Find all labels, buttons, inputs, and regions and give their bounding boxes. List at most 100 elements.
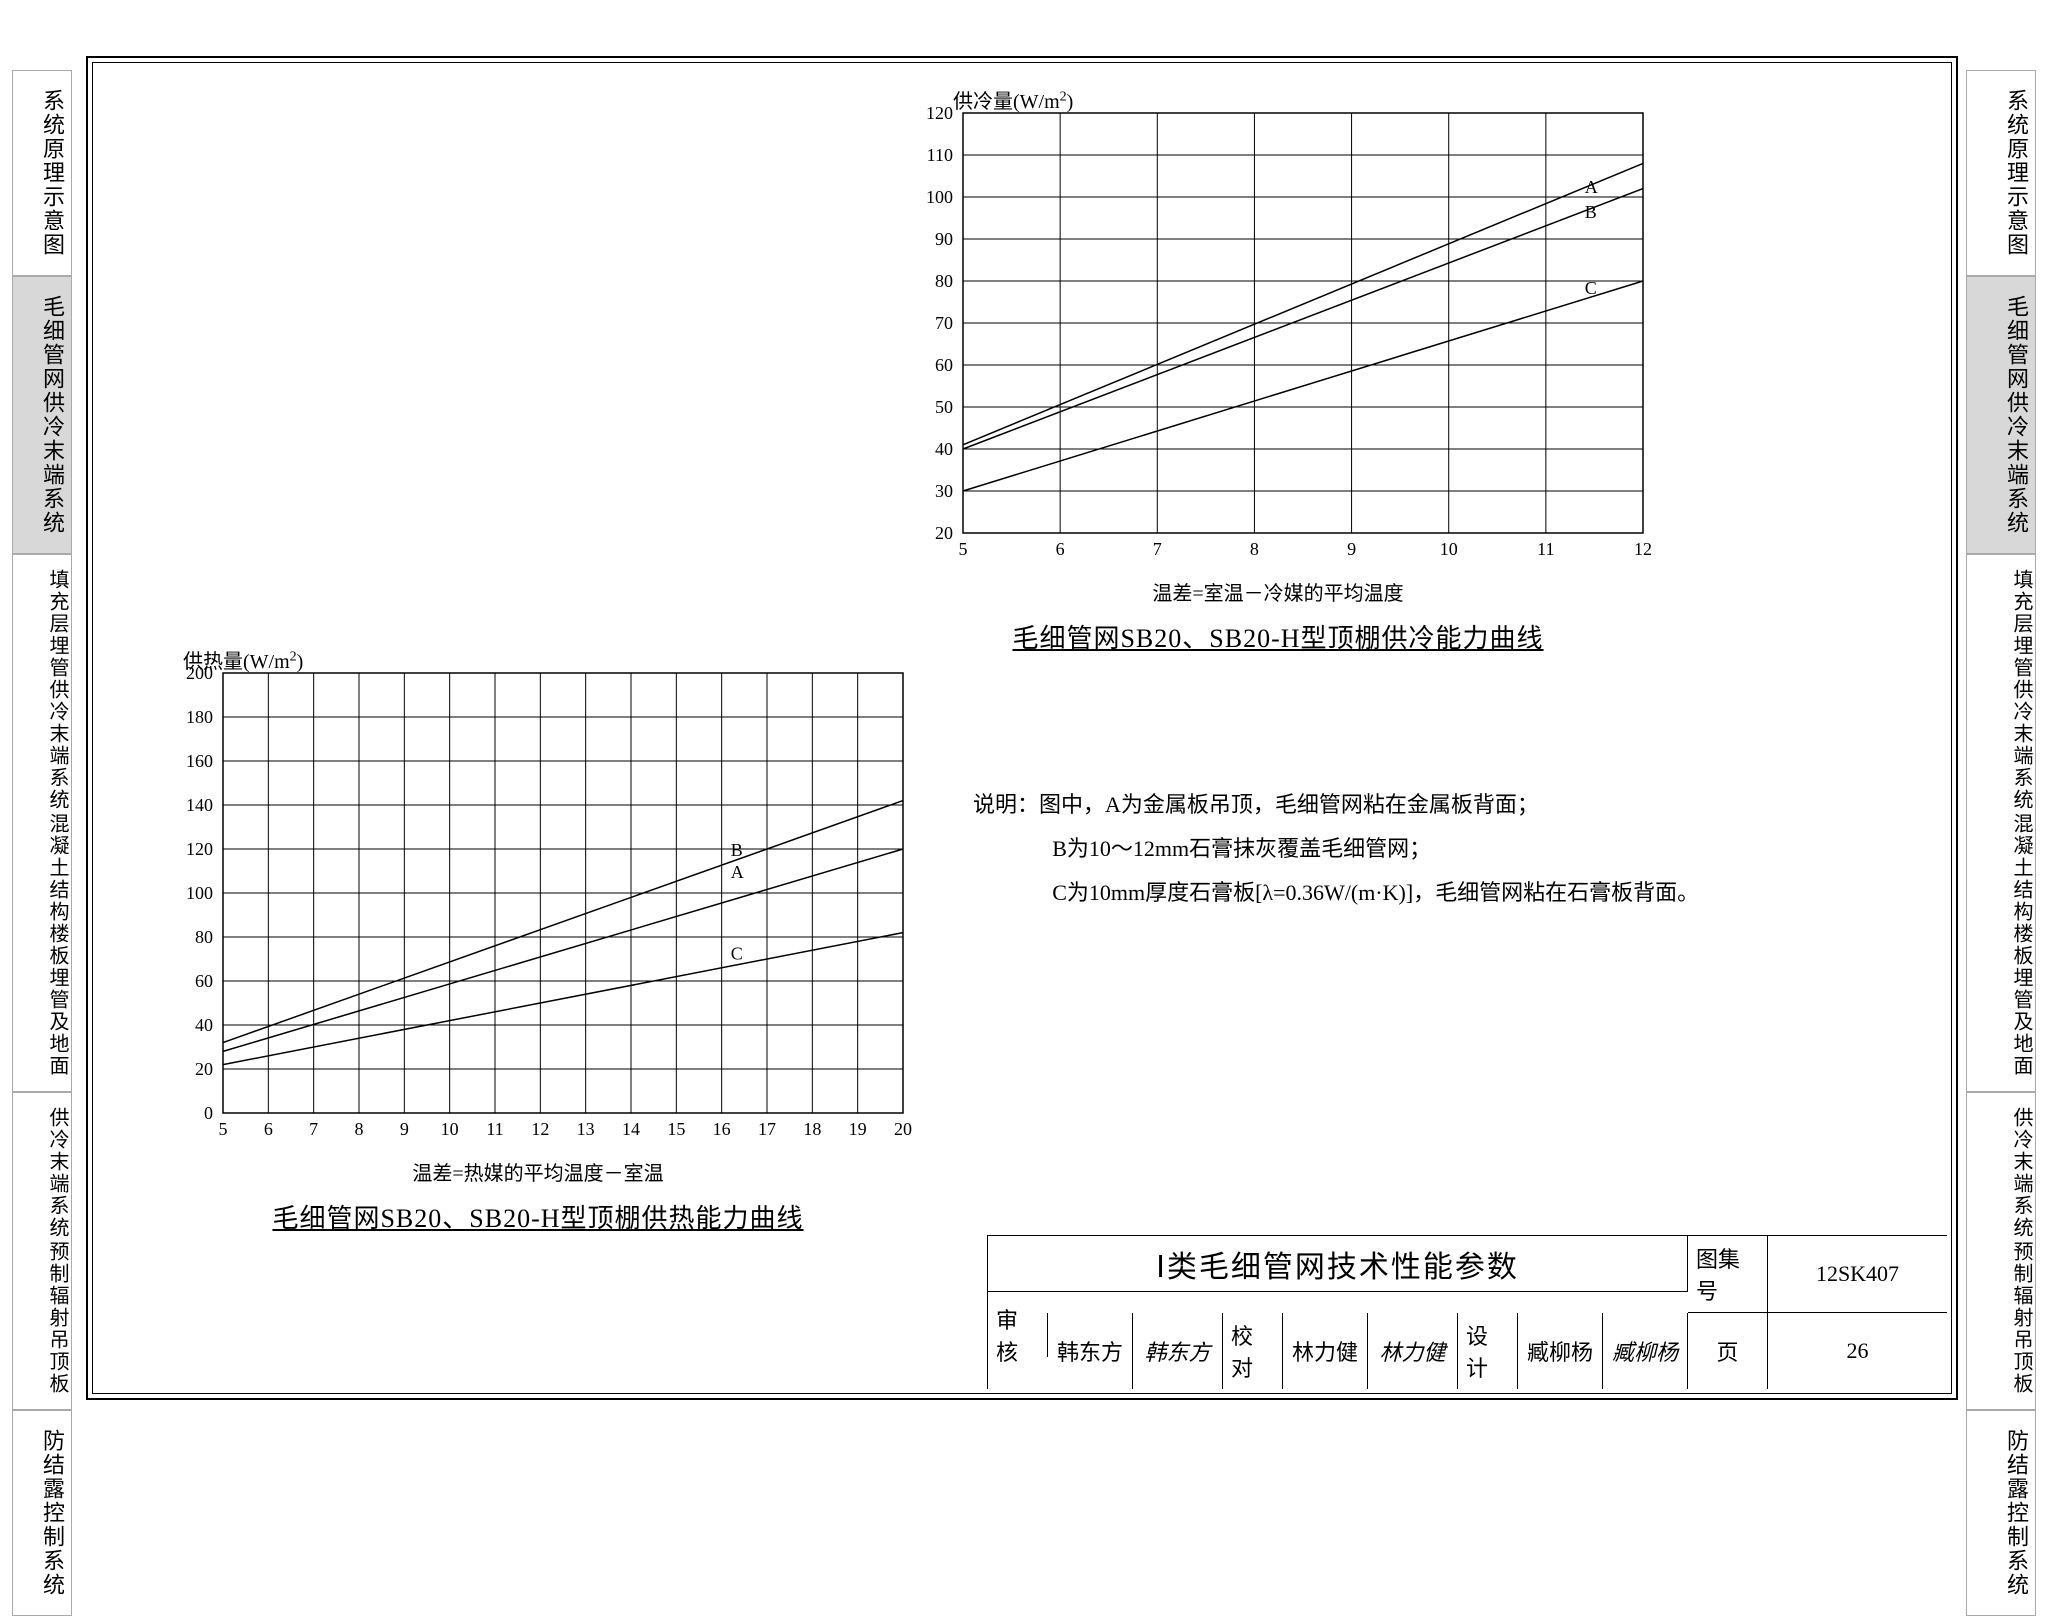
tab-system-schematic-r[interactable]: 系统原理示意图 bbox=[1966, 70, 2036, 276]
tab-capillary-cooling[interactable]: 毛细管网供冷末端系统 bbox=[12, 276, 72, 554]
svg-text:9: 9 bbox=[1347, 539, 1356, 559]
design-name: 臧柳杨 bbox=[1518, 1313, 1603, 1389]
tab-fill-layer-a: 填充层埋管供冷末端系统 bbox=[15, 569, 69, 811]
svg-text:8: 8 bbox=[1250, 539, 1259, 559]
svg-text:B: B bbox=[731, 840, 743, 860]
drawing-frame: 供冷量(W/m2) 567891011122030405060708090100… bbox=[86, 56, 1958, 1400]
svg-text:140: 140 bbox=[186, 795, 213, 815]
heating-y-title: 供热量(W/m2) bbox=[183, 645, 303, 674]
svg-text:8: 8 bbox=[355, 1119, 364, 1139]
svg-text:7: 7 bbox=[1153, 539, 1162, 559]
design-label: 设计 bbox=[1458, 1313, 1518, 1389]
cooling-chart-svg: 567891011122030405060708090100110120ABC bbox=[893, 93, 1663, 573]
svg-text:110: 110 bbox=[927, 145, 953, 165]
svg-text:100: 100 bbox=[186, 883, 213, 903]
heating-caption: 毛细管网SB20、SB20-H型顶棚供热能力曲线 bbox=[153, 1198, 923, 1235]
svg-text:16: 16 bbox=[713, 1119, 731, 1139]
svg-text:15: 15 bbox=[667, 1119, 685, 1139]
heating-chart-svg: 5 6 7 8 9 10 11 12 13 14 15 16 17 18 19 20 0 20 40 60 80 100 1… bbox=[153, 653, 923, 1153]
svg-text:6: 6 bbox=[264, 1119, 273, 1139]
svg-text:18: 18 bbox=[803, 1119, 821, 1139]
heating-chart: 供热量(W/m2) 567891011121314151617181920020… bbox=[153, 653, 923, 1273]
tab-prefab-b: 预制辐射吊顶板 bbox=[15, 1241, 69, 1395]
svg-text:A: A bbox=[1585, 177, 1598, 197]
svg-text:20: 20 bbox=[935, 523, 953, 543]
tab-prefab-ra: 供冷末端系统 bbox=[1969, 1107, 2033, 1239]
svg-text:6: 6 bbox=[1056, 539, 1065, 559]
svg-text:180: 180 bbox=[186, 707, 213, 727]
review-name: 韩东方 bbox=[1048, 1313, 1133, 1389]
svg-text:A: A bbox=[731, 862, 744, 882]
svg-text:120: 120 bbox=[926, 103, 953, 123]
tab-fill-layer-r[interactable]: 填充层埋管供冷末端系统 混凝土结构楼板埋管及地面 bbox=[1966, 554, 2036, 1092]
drawing-inner-frame: 供冷量(W/m2) 567891011122030405060708090100… bbox=[92, 62, 1952, 1394]
svg-text:120: 120 bbox=[186, 839, 213, 859]
svg-text:11: 11 bbox=[486, 1119, 503, 1139]
svg-text:9: 9 bbox=[400, 1119, 409, 1139]
svg-text:11: 11 bbox=[1537, 539, 1554, 559]
cooling-chart: 供冷量(W/m2) 567891011122030405060708090100… bbox=[893, 93, 1663, 683]
design-signature: 臧柳杨 bbox=[1603, 1313, 1688, 1389]
svg-text:12: 12 bbox=[531, 1119, 549, 1139]
cooling-caption: 毛细管网SB20、SB20-H型顶棚供冷能力曲线 bbox=[893, 618, 1663, 655]
tab-system-schematic[interactable]: 系统原理示意图 bbox=[12, 70, 72, 276]
svg-text:60: 60 bbox=[195, 971, 213, 991]
svg-text:100: 100 bbox=[926, 187, 953, 207]
atlas-label: 图集号 bbox=[1688, 1236, 1768, 1313]
svg-text:80: 80 bbox=[935, 271, 953, 291]
tab-fill-layer[interactable]: 填充层埋管供冷末端系统 混凝土结构楼板埋管及地面 bbox=[12, 554, 72, 1092]
svg-text:20: 20 bbox=[894, 1119, 912, 1139]
review-label: 审核 bbox=[988, 1313, 1048, 1357]
svg-text:90: 90 bbox=[935, 229, 953, 249]
svg-text:80: 80 bbox=[195, 927, 213, 947]
tab-prefab-rb: 预制辐射吊顶板 bbox=[1969, 1241, 2033, 1395]
svg-text:50: 50 bbox=[935, 397, 953, 417]
legend-explanation: 说明：图中，A为金属板吊顶，毛细管网粘在金属板背面； B为10～12mm石膏抹灰… bbox=[973, 783, 1699, 915]
legend-prefix: 说明： bbox=[973, 792, 1039, 817]
svg-text:40: 40 bbox=[195, 1015, 213, 1035]
svg-text:7: 7 bbox=[309, 1119, 318, 1139]
svg-text:B: B bbox=[1585, 202, 1597, 222]
svg-text:160: 160 bbox=[186, 751, 213, 771]
svg-text:40: 40 bbox=[935, 439, 953, 459]
left-side-tabs: 系统原理示意图 毛细管网供冷末端系统 填充层埋管供冷末端系统 混凝土结构楼板埋管… bbox=[12, 70, 72, 1616]
cooling-y-title: 供冷量(W/m2) bbox=[953, 85, 1073, 114]
svg-text:C: C bbox=[731, 943, 743, 963]
svg-text:60: 60 bbox=[935, 355, 953, 375]
heating-x-title: 温差=热媒的平均温度－室温 bbox=[153, 1157, 923, 1186]
svg-text:10: 10 bbox=[1440, 539, 1458, 559]
legend-line2: B为10～12mm石膏抹灰覆盖毛细管网； bbox=[973, 827, 1699, 871]
right-side-tabs: 系统原理示意图 毛细管网供冷末端系统 填充层埋管供冷末端系统 混凝土结构楼板埋管… bbox=[1966, 70, 2036, 1616]
svg-text:0: 0 bbox=[204, 1103, 213, 1123]
svg-text:C: C bbox=[1585, 278, 1597, 298]
check-name: 林力健 bbox=[1283, 1313, 1368, 1389]
tab-prefab-panel-r[interactable]: 供冷末端系统 预制辐射吊顶板 bbox=[1966, 1092, 2036, 1410]
svg-text:12: 12 bbox=[1634, 539, 1652, 559]
svg-text:19: 19 bbox=[849, 1119, 867, 1139]
tab-prefab-a: 供冷末端系统 bbox=[15, 1107, 69, 1239]
tab-prefab-panel[interactable]: 供冷末端系统 预制辐射吊顶板 bbox=[12, 1092, 72, 1410]
svg-text:14: 14 bbox=[622, 1119, 640, 1139]
tab-dew-control-r[interactable]: 防结露控制系统 bbox=[1966, 1410, 2036, 1616]
review-signature: 韩东方 bbox=[1133, 1313, 1223, 1389]
check-signature: 林力健 bbox=[1368, 1313, 1458, 1389]
svg-text:30: 30 bbox=[935, 481, 953, 501]
tab-capillary-cooling-r[interactable]: 毛细管网供冷末端系统 bbox=[1966, 276, 2036, 554]
check-label: 校对 bbox=[1223, 1313, 1283, 1389]
tab-fill-layer-rb: 混凝土结构楼板埋管及地面 bbox=[1969, 813, 2033, 1077]
legend-line1: 图中，A为金属板吊顶，毛细管网粘在金属板背面； bbox=[1039, 792, 1539, 817]
legend-line3: C为10mm厚度石膏板[λ=0.36W/(m·K)]，毛细管网粘在石膏板背面。 bbox=[973, 871, 1699, 915]
atlas-value: 12SK407 bbox=[1768, 1236, 1947, 1313]
svg-text:17: 17 bbox=[758, 1119, 776, 1139]
title-block: Ⅰ类毛细管网技术性能参数 图集号 12SK407 审核 韩东方 韩东方 校对 林… bbox=[987, 1235, 1947, 1389]
tab-fill-layer-ra: 填充层埋管供冷末端系统 bbox=[1969, 569, 2033, 811]
svg-text:10: 10 bbox=[441, 1119, 459, 1139]
tab-dew-control[interactable]: 防结露控制系统 bbox=[12, 1410, 72, 1616]
tab-fill-layer-b: 混凝土结构楼板埋管及地面 bbox=[15, 813, 69, 1077]
svg-text:13: 13 bbox=[577, 1119, 595, 1139]
svg-text:5: 5 bbox=[219, 1119, 228, 1139]
svg-text:70: 70 bbox=[935, 313, 953, 333]
page-value: 26 bbox=[1768, 1313, 1947, 1389]
svg-text:20: 20 bbox=[195, 1059, 213, 1079]
cooling-x-title: 温差=室温－冷媒的平均温度 bbox=[893, 577, 1663, 606]
